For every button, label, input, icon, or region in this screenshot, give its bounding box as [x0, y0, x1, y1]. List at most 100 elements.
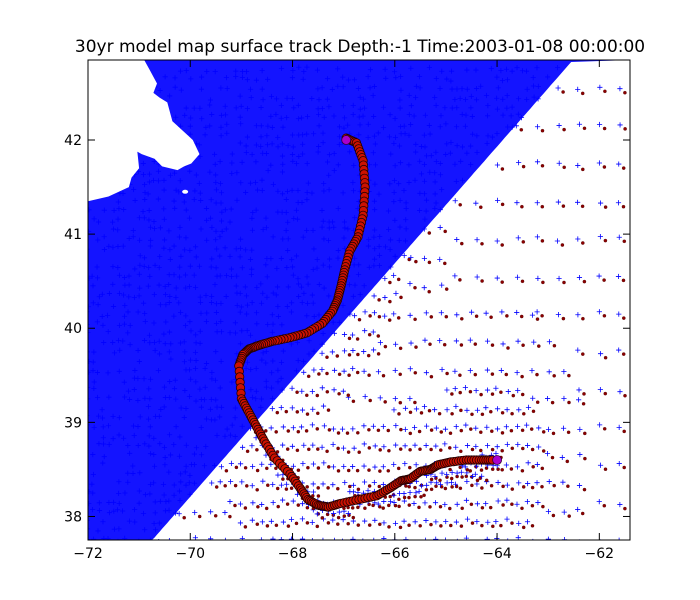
mesh-node [357, 291, 363, 298]
mesh-node [167, 293, 173, 300]
mesh-node [192, 509, 198, 516]
mesh-centroid [378, 469, 382, 473]
mesh-centroid [315, 393, 320, 398]
mesh-centroid [182, 515, 186, 520]
mesh-centroid [326, 486, 330, 490]
mesh-node [371, 293, 377, 299]
mesh-node [162, 462, 168, 468]
mesh-node [288, 516, 295, 522]
mesh-node [432, 179, 438, 185]
mesh-centroid [284, 409, 289, 414]
mesh-node [340, 517, 346, 523]
mesh-centroid [470, 541, 473, 544]
mesh-node [408, 103, 414, 109]
mesh-node [385, 208, 392, 214]
mesh-centroid [519, 128, 524, 132]
mesh-node [248, 272, 254, 278]
mesh-centroid [413, 485, 417, 490]
mesh-node [555, 85, 561, 91]
mesh-centroid [286, 429, 291, 433]
mesh-node [209, 111, 215, 118]
mesh-node [452, 96, 458, 103]
mesh-centroid [336, 522, 340, 526]
mesh-node [237, 309, 243, 315]
mesh-node [315, 111, 322, 118]
mesh-node [438, 113, 444, 119]
mesh-node [193, 445, 200, 451]
mesh-node [224, 85, 230, 92]
mesh-centroid [469, 427, 473, 431]
mesh-centroid [623, 127, 627, 131]
mesh-centroid [350, 506, 355, 510]
mesh-node [166, 272, 172, 278]
mesh-node [392, 396, 398, 402]
mesh-node [458, 469, 464, 475]
mesh-node [301, 69, 307, 75]
mesh-node [437, 124, 443, 130]
mesh-node [453, 519, 459, 525]
mesh-node [393, 290, 399, 296]
mesh-node [263, 348, 269, 354]
mesh-node [275, 188, 281, 194]
mesh-node [371, 347, 377, 353]
mesh-node [494, 426, 501, 432]
mesh-node [301, 290, 307, 296]
mesh-node [433, 159, 439, 165]
mesh-node [222, 537, 228, 540]
mesh-centroid [408, 431, 413, 436]
plot-area [88, 60, 630, 548]
mesh-node [141, 263, 147, 270]
mesh-centroid [551, 431, 556, 436]
mesh-centroid [536, 544, 539, 547]
mesh-centroid [393, 503, 398, 508]
mesh-centroid [419, 545, 422, 548]
mesh-node [183, 285, 189, 291]
mesh-centroid [408, 448, 412, 452]
mesh-centroid [264, 506, 269, 511]
mesh-node [140, 160, 146, 167]
mesh-centroid [214, 541, 217, 544]
mesh-node [229, 379, 235, 385]
mesh-centroid [348, 484, 352, 489]
mesh-node [198, 452, 205, 458]
mesh-node [126, 396, 133, 403]
mesh-node [130, 227, 136, 234]
mesh-centroid [246, 541, 249, 544]
mesh-node [515, 535, 521, 540]
mesh-centroid [623, 506, 627, 511]
mesh-node [424, 482, 430, 488]
mesh-node [203, 124, 209, 130]
mesh-centroid [474, 465, 478, 469]
mesh-node [131, 186, 137, 193]
mesh-centroid [491, 542, 494, 545]
mesh-node [561, 509, 567, 515]
mesh-node [529, 368, 535, 374]
mesh-node [193, 254, 199, 260]
mesh-node [213, 301, 219, 307]
mesh-centroid [419, 411, 424, 415]
mesh-node [88, 351, 90, 353]
mesh-centroid [602, 278, 606, 282]
mesh-node [147, 243, 153, 249]
mesh-centroid [399, 427, 403, 432]
mesh-node [150, 177, 157, 183]
mesh-node [530, 83, 537, 89]
mesh-node [315, 86, 321, 92]
mesh-node [270, 536, 276, 540]
mesh-node [401, 123, 407, 129]
mesh-centroid [295, 410, 300, 414]
mesh-node [227, 253, 233, 259]
mesh-centroid [443, 229, 447, 234]
mesh-node [137, 414, 143, 420]
mesh-node [423, 197, 430, 203]
mesh-node [100, 424, 106, 430]
mesh-node [151, 339, 158, 346]
mesh-centroid [417, 429, 422, 434]
mesh-node [95, 237, 101, 243]
mesh-node [193, 141, 200, 147]
mesh-node [472, 471, 478, 477]
mesh-node [176, 488, 183, 494]
mesh-centroid [346, 450, 351, 454]
mesh-node [316, 281, 322, 288]
mesh-node [423, 310, 429, 316]
